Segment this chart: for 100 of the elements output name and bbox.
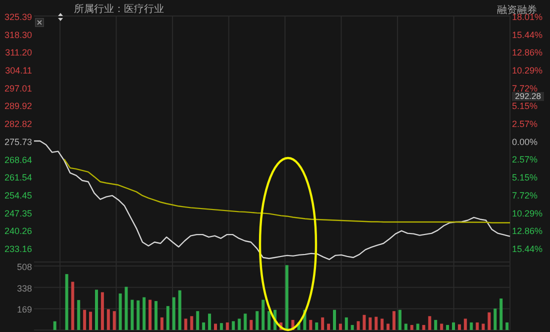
bar [344,317,348,330]
bar [124,286,128,330]
y2-tick-label: 0.00% [512,136,538,147]
bar [416,324,420,330]
y-tick-label: 268.64 [4,154,32,165]
y2-tick-label: 5.15% [512,172,538,183]
y2-tick-label: 7.72% [512,190,538,200]
bar [398,310,402,330]
y2-tick-label: 15.44% [512,244,543,254]
bar [172,297,176,330]
bar [494,308,497,330]
bar [190,316,194,330]
bar [112,311,116,330]
bar [232,321,235,330]
y-tick-label: 169 [16,304,32,315]
bar [315,322,318,330]
y-tick-label: 254.45 [4,190,32,200]
bar [374,316,378,330]
bar [106,309,110,330]
bar [476,322,479,330]
bar [154,301,158,330]
bar [446,324,450,330]
bar [166,306,170,330]
bar [440,324,444,330]
bar [136,300,140,330]
bar [327,324,330,330]
bar [220,323,223,330]
bar [71,282,74,330]
bar [464,318,467,330]
bar [130,300,134,330]
bar [83,310,86,330]
line-series [64,158,511,224]
y-tick-label: 261.54 [4,172,32,183]
bar [434,320,438,330]
bar [208,314,212,330]
bar [368,317,372,330]
bar [309,320,312,330]
bar [386,324,390,330]
y2-tick-label: 7.72% [512,83,538,94]
bar [238,318,241,330]
bar [356,321,360,330]
bar [214,324,217,330]
bar [428,316,432,330]
bar [338,324,342,330]
y2-tick-label: 10.29% [512,208,543,218]
bar [77,300,80,330]
bar [362,314,366,330]
bar [226,322,229,330]
y-tick-label: 247.35 [4,208,32,218]
y-tick-label: 325.39 [4,12,32,22]
bar [332,310,336,330]
bar [89,312,92,330]
bar [256,311,259,330]
y2-tick-label: 12.86% [512,226,543,236]
y2-tick-label: 2.57% [512,154,538,165]
bar [65,274,68,330]
y-tick-label: 233.16 [4,244,32,254]
bar [196,311,200,330]
y2-tick-label: 10.29% [512,66,543,76]
bar [178,290,182,330]
chart-subtitle: 所属行业：医疗行业 [74,2,164,16]
bar [160,317,164,330]
bar [321,317,324,330]
bar [250,320,253,330]
y2-tick-label: 5.15% [512,101,538,112]
bar [500,298,503,330]
bar [452,322,455,330]
bar [142,297,146,330]
bar [458,324,461,330]
y-tick-label: 304.11 [5,66,32,76]
y2-tick-label: 15.44% [512,30,543,40]
y-tick-label: 311.20 [5,48,32,58]
bar [488,312,491,330]
y-tick-label: 338 [16,283,32,294]
bar [148,300,152,330]
y2-tick-label: 12.86% [512,48,543,58]
bar [410,324,414,330]
bar [422,324,426,330]
y-tick-label: 282.82 [4,119,32,130]
bar [202,322,206,330]
bar [350,324,354,330]
bar [184,318,188,330]
bar [285,265,288,330]
y-tick-label: 318.30 [4,30,32,40]
y2-tick-label: 18.01% [512,12,543,22]
bar [262,300,265,330]
y-tick-label: 508 [16,262,32,272]
bar [482,324,485,330]
y2-tick-label: 2.57% [512,119,538,130]
bar [470,322,473,330]
bar [94,290,98,330]
bar [118,293,122,330]
bar [268,311,271,330]
y-tick-label: 275.73 [4,136,32,147]
bar [404,324,408,330]
bar [392,311,396,330]
bar [53,321,56,330]
text: 292.28 [512,91,544,101]
y-tick-label: 297.01 [4,83,32,94]
bar [100,292,104,330]
